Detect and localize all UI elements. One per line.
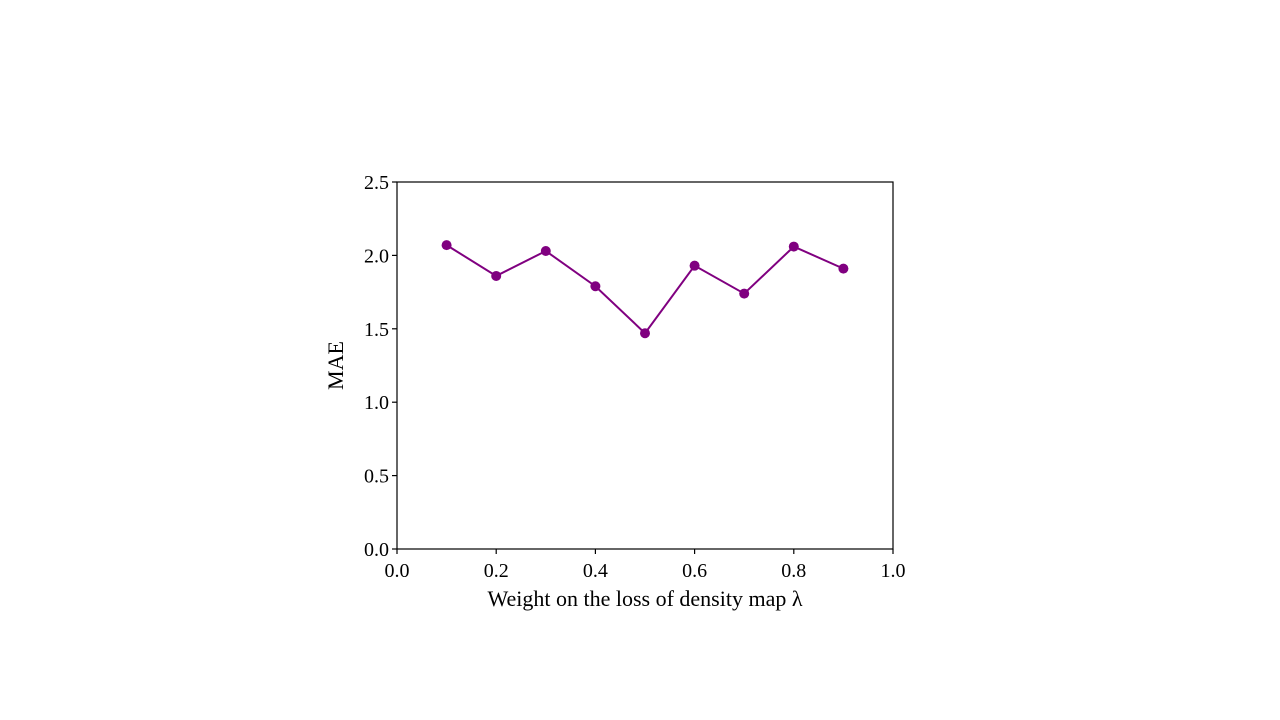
data-point [491,270,502,281]
y-tick-label: 0.5 [364,466,389,488]
y-tick-label: 1.0 [364,392,389,414]
data-point [640,328,650,339]
y-tick-label: 0.0 [364,539,389,561]
x-axis-ticks: 0.0 0.2 0.4 0.6 0.8 1.0 [385,549,906,582]
data-point [739,288,750,299]
x-tick-label: 0.2 [484,560,509,582]
data-point [689,260,700,271]
x-axis-label: Weight on the loss of density map λ [487,586,802,611]
plot-frame [396,181,894,550]
x-tick-label: 0.0 [385,560,410,582]
data-point [788,241,799,252]
x-tick-label: 0.4 [583,560,608,582]
y-tick-label: 2.5 [364,172,389,194]
data-point [590,281,601,292]
x-tick-label: 0.8 [781,560,806,582]
y-tick-label: 2.0 [364,245,389,267]
series-line [446,244,844,335]
x-tick-label: 1.0 [881,560,906,582]
y-axis-ticks: 0.0 0.5 1.0 1.5 2.0 2.5 [364,172,397,561]
y-axis-label: MAE [323,341,348,390]
data-point [441,240,452,251]
y-tick-label: 1.5 [364,319,389,341]
data-point [838,263,849,274]
data-point [540,245,551,256]
x-tick-label: 0.6 [682,560,707,582]
series-layer [441,240,849,339]
